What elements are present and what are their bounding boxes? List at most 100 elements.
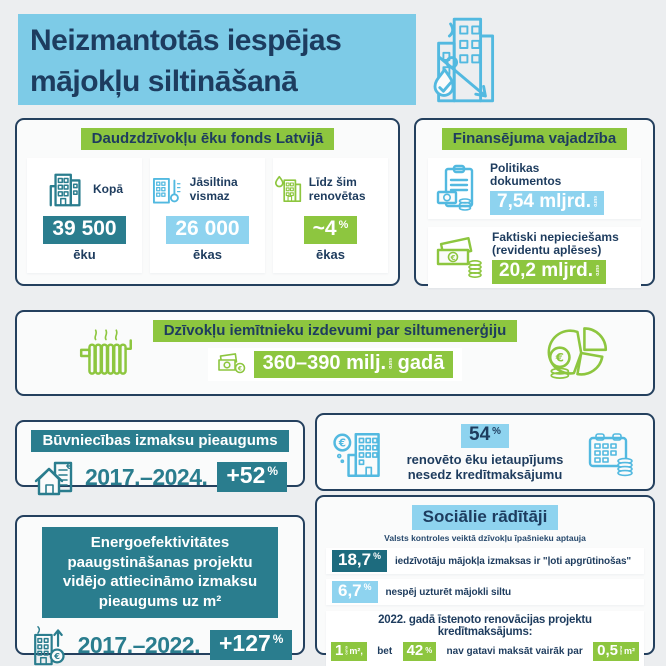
construction-row: € 2017.–2024. +52% [17,457,303,497]
financing-row-policy: Politikas dokumentos 7,54 mljrd. euro [428,158,641,219]
pie-chart-euro-icon: € [547,327,608,379]
euro-unit: euro [592,196,597,208]
financing-label-line: (revidentu aplēses) [492,243,602,258]
percent-sign: % [338,218,349,231]
financing-value: 20,2 mljrd. [499,259,593,281]
savings-value-box: 54% [461,424,509,448]
fund-card-value: ~4 [312,217,337,240]
svg-text:€: € [555,351,564,365]
financing-row-actual: € Faktiski nepieciešams (revidentu aplēs… [428,226,641,288]
energy-header: Energoefektivitātes paaugstināšanas proj… [42,527,278,618]
financing-header: Finansējuma vajadzība [441,128,628,150]
square-meter-unit: m² [623,645,635,656]
financing-label: Faktiski nepieciešams (revidentu aplēses… [492,229,619,258]
panel-financing-need: Finansējuma vajadzība Politikas dokument… [414,118,655,288]
financing-label: Politikas dokumentos [490,161,604,189]
social-stat-box: 18,7% [332,550,387,572]
apartment-buildings-icon [49,173,81,207]
percent-sign: % [267,464,279,479]
heating-value: 360–390 milj. [262,352,387,374]
social-stat-text: nespēj uzturēt mājokli siltu [385,586,512,598]
clipboard-banknote-coins-icon [436,165,474,212]
savings-value: 54 [469,424,491,445]
social-subtitle: Valsts kontroles veiktā dzīvokļu īpašnie… [384,533,586,543]
energy-value-box: +127% [209,630,293,660]
fund-card-value: 26 000 [175,217,240,240]
credit-payment-block: 2022. gadā īstenoto renovācijas projektu… [326,611,644,666]
heating-value-box: 360–390 milj. euro gadā [253,351,454,378]
building-euro-bubble-icon: € [333,433,380,477]
page-title: Neizmantotās iespējas mājokļu siltināšan… [18,14,416,105]
construction-value-box: +52% [217,462,288,492]
financing-label-line: Faktiski nepieciešams [492,229,619,244]
banknotes-coin-stack-icon: € [436,237,482,279]
heating-header: Dzīvokļu iemītnieku izdevumi par siltume… [152,320,518,342]
fund-card-unit: ēku [73,247,96,262]
energy-row: € 2017.–2022. +127% [17,624,303,666]
banknote-coin-icon: € [217,352,245,373]
credit-line: 1 euro m², bet 42% nav gatavi maksāt vairā… [331,642,639,661]
panel-energy-efficiency-costs: Energoefektivitātes paaugstināšanas proj… [15,515,305,666]
fund-card-value: 39 500 [52,217,117,240]
title-line-1: Neizmantotās iespējas [30,24,342,57]
financing-label-line: dokumentos [490,174,562,189]
fund-card-value-box: 26 000 [166,216,249,244]
credit-conjunction: bet [377,646,393,657]
city-buildings-check-icon [433,17,495,103]
euro-unit: euro [344,646,349,655]
energy-value: +127 [218,630,271,656]
fund-card-label: Kopā [93,182,123,197]
fund-card-value-box: ~4% [303,216,358,244]
credit-value: 42 [406,642,424,659]
percent-sign: % [373,551,381,562]
calendar-coin-stack-icon [588,433,633,477]
credit-box-limit: 0,5 euro m² [593,642,639,661]
percent-sign: % [272,632,284,647]
heating-suffix: gadā [397,352,445,374]
square-meter-unit: m², [349,645,363,656]
fund-card-label: Līdz šim renovētas [308,175,366,203]
construction-value: +52 [226,462,266,488]
social-header: Sociālie rādītāji [411,505,559,530]
svg-text:€: € [450,254,456,262]
fund-card-renovated: Līdz šim renovētas ~4% ēkas [273,158,388,273]
euro-unit: euro [618,646,623,655]
svg-text:€: € [65,462,72,471]
credit-box-paid: 1 euro m², [331,642,367,661]
panel-renovation-savings: € 54% renovēto ēku ietaupījums nesedz kr… [315,413,655,491]
svg-text:€: € [53,651,60,661]
credit-box-share: 42% [402,642,437,661]
credit-middle-text: nav gatavi maksāt vairāk par [446,646,583,657]
panel-construction-costs: Būvniecības izmaksu pieaugums € 2017.–20… [15,420,305,496]
financing-label-line: Politikas [490,161,540,175]
fund-card-insulate: Jāsiltina vismaz 26 000 ēkas [150,158,265,273]
percent-sign: % [425,646,433,655]
construction-header: Būvniecības izmaksu pieaugums [31,430,289,452]
fund-cards: Kopā 39 500 ēku [17,150,398,273]
credit-value: 1 [335,642,344,659]
social-stat-box: 6,7% [332,581,378,603]
credit-intro: 2022. gadā īstenoto renovācijas projektu… [378,614,592,638]
percent-sign: % [492,425,501,437]
social-stat-value: 6,7 [338,581,362,600]
financing-value: 7,54 mljrd. [497,190,591,212]
fund-card-unit: ēkas [316,247,345,262]
svg-text:€: € [338,438,346,450]
building-growth-arrow-icon: € [33,626,65,666]
social-stat-row: 18,7% iedzīvotāju mājokļa izmaksas ir "ļ… [326,548,644,574]
fund-card-unit: ēkas [193,247,222,262]
house-invoice-euro-icon: € [34,461,72,496]
euro-unit: euro [594,265,599,277]
euro-unit: euro [387,358,393,369]
social-stat-text: iedzīvotāju mājokļa izmaksas ir "ļoti ap… [394,555,632,567]
financing-value-box: 20,2 mljrd. euro [492,259,606,284]
social-stat-row: 6,7% nespēj uzturēt mājokli siltu [326,579,644,605]
social-stat-value: 18,7 [338,550,372,569]
building-thermometer-icon [152,178,181,204]
energy-period: 2017.–2022. [77,631,201,658]
radiator-icon [79,329,132,375]
svg-text:€: € [237,365,242,372]
panel-heating-expenses: Dzīvokļu iemītnieku izdevumi par siltume… [15,310,655,396]
financing-value-box: 7,54 mljrd. euro [490,190,604,215]
credit-value: 0,5 [597,642,618,659]
